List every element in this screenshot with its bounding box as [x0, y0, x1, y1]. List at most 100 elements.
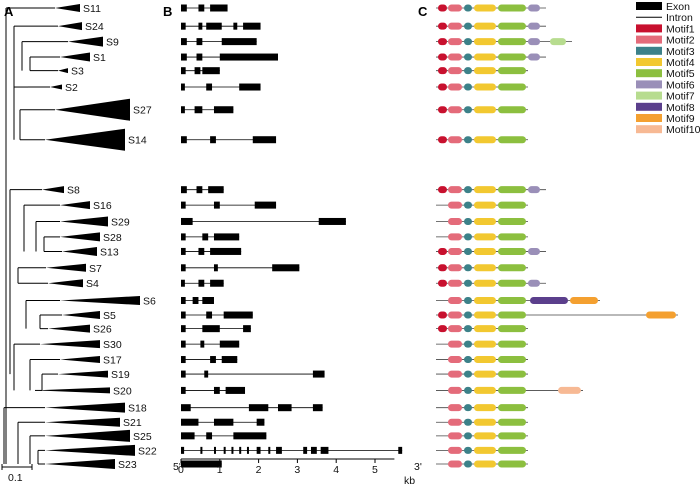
collapsed-clade-s28 [60, 232, 100, 242]
exon-box [181, 67, 186, 75]
collapsed-clade-s30 [40, 340, 100, 349]
exon-box [181, 279, 185, 287]
collapsed-clade-s1 [60, 52, 90, 62]
motif-motif5-box [498, 356, 526, 364]
legend-label-motif7: Motif7 [666, 91, 695, 103]
clade-label-s7: S7 [89, 263, 102, 275]
motif-motif1-box [438, 136, 447, 144]
exon-box [181, 296, 186, 304]
exon-box [248, 404, 269, 412]
exon-box [223, 446, 226, 454]
motif-motif1-box [438, 279, 447, 287]
motif-motif4-box [474, 296, 496, 304]
collapsed-clade-s24 [58, 22, 82, 31]
legend-swatch-motif2 [636, 35, 662, 44]
legend-label-motif2: Motif2 [666, 35, 695, 47]
exon-box [221, 356, 238, 364]
exon-box [181, 186, 187, 194]
three-prime-label: 3' [414, 461, 422, 473]
motif-motif2-box [448, 201, 462, 209]
exon-box [312, 404, 323, 412]
exon-box [239, 83, 261, 91]
exon-box [219, 53, 278, 61]
motif-motif3-box [464, 460, 472, 468]
collapsed-clade-s9 [68, 36, 103, 47]
legend-swatch-motif8 [636, 102, 662, 111]
exon-box [194, 106, 203, 114]
motif-motif4-box [474, 446, 496, 454]
motif-motif2-box [448, 370, 462, 378]
motif-motif1-box [438, 22, 447, 30]
motif-motif4-box [474, 325, 496, 333]
motif-motif4-box [474, 53, 496, 61]
length-axis: 5' 3' kb 0 1 2 3 4 5 [173, 458, 422, 485]
motif-motif8-box [530, 296, 568, 304]
motif-motif4-box [474, 279, 496, 287]
exon-box [181, 446, 185, 454]
panel-label-a: A [4, 4, 14, 19]
exon-box [206, 432, 213, 440]
motif-motif3-box [464, 446, 472, 454]
exon-box [206, 311, 213, 319]
motif-motif7-box [550, 38, 566, 46]
motif-motif6-box [528, 38, 540, 46]
motif-motif1-box [438, 106, 447, 114]
exon-box [221, 38, 257, 46]
clade-label-s14: S14 [128, 135, 147, 147]
exon-box [192, 296, 199, 304]
motif-motif3-box [464, 386, 472, 394]
exon-box [303, 446, 308, 454]
exon-box [198, 247, 205, 255]
motif-motif2-box [448, 106, 462, 114]
motif-motif2-box [448, 136, 462, 144]
motif-motif5-box [498, 106, 526, 114]
exon-box [233, 22, 238, 30]
exon-box [198, 22, 203, 30]
exon-box [196, 186, 203, 194]
motif-motif3-box [464, 53, 472, 61]
collapsed-clade-s20 [35, 387, 110, 394]
scale-bar: 0.1 [1, 464, 33, 484]
legend-label-motif6: Motif6 [666, 79, 695, 91]
motif-motif4-box [474, 233, 496, 241]
exon-box [246, 446, 249, 454]
motif-motif2-box [448, 296, 462, 304]
motif-motif5-box [498, 370, 526, 378]
motif-motif5-box [498, 418, 526, 426]
collapsed-clade-s7 [46, 263, 86, 272]
motif-motif2-box [448, 418, 462, 426]
motif-motif4-box [474, 67, 496, 75]
collapsed-clade-s27 [55, 98, 130, 121]
clade-label-s21: S21 [123, 417, 142, 429]
legend-label-motif1: Motif1 [666, 23, 695, 35]
motif-motif5-box [498, 446, 526, 454]
axis-tick-label: 1 [217, 464, 223, 476]
axis-tick-label: 0 [178, 464, 184, 476]
legend-label-intron: Intron [666, 12, 693, 24]
motif-motif5-box [498, 404, 526, 412]
motif-motif3-box [464, 217, 472, 225]
motif-motif4-box [474, 106, 496, 114]
clade-label-s5: S5 [103, 310, 116, 322]
motif-motif3-box [464, 201, 472, 209]
exon-box [194, 67, 201, 75]
exon-box [210, 136, 216, 144]
motif-motif6-box [528, 4, 540, 12]
collapsed-clade-s22 [45, 444, 135, 456]
legend-label-motif8: Motif8 [666, 102, 695, 114]
axis-unit: kb [404, 475, 415, 485]
motif-motif2-box [448, 325, 462, 333]
clade-label-s23: S23 [118, 459, 137, 471]
collapsed-clade-s29 [60, 216, 108, 227]
motif-motif4-box [474, 460, 496, 468]
legend-label-motif5: Motif5 [666, 68, 695, 80]
clade-label-s3: S3 [71, 66, 84, 78]
legend-label-motif4: Motif4 [666, 57, 695, 69]
legend: ExonIntronMotif1Motif2Motif3Motif4Motif5… [636, 1, 700, 136]
motif-motif3-box [464, 432, 472, 440]
motif-motif10-box [558, 386, 581, 394]
collapsed-clade-s2 [50, 84, 62, 90]
motif-motif3-box [464, 233, 472, 241]
exon-box [320, 446, 329, 454]
motif-motif3-box [464, 418, 472, 426]
